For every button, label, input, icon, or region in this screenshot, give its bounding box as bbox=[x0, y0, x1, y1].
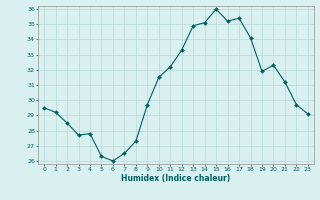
X-axis label: Humidex (Indice chaleur): Humidex (Indice chaleur) bbox=[121, 174, 231, 183]
